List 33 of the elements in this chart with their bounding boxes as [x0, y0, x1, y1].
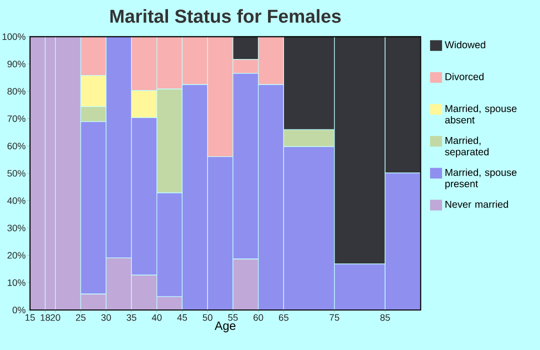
x-tick-label: 15: [26, 314, 35, 321]
y-tick-label: 20%: [8, 252, 26, 259]
x-tick-label: 60: [254, 314, 264, 321]
legend-label: Married, separated: [445, 136, 489, 158]
legend-label: Never married: [446, 200, 508, 208]
x-axis-title: Age: [214, 322, 236, 332]
legend-label: Married, spouse absent: [445, 104, 517, 124]
y-tick-label: 0%: [12, 306, 26, 314]
y-tick-label: 60%: [8, 142, 26, 150]
legend-label: Widowed: [444, 40, 486, 48]
x-tick-label: 18: [40, 314, 50, 321]
y-tick-label: 100%: [2, 33, 26, 40]
x-tick-label: 50: [202, 314, 212, 321]
y-tick-label: 10%: [8, 279, 26, 286]
x-tick-label: 75: [330, 314, 340, 321]
y-tick-label: 40%: [7, 197, 26, 204]
x-tick-label: 65: [278, 314, 288, 321]
x-tick-label: 55: [228, 314, 238, 321]
y-tick-label: 50%: [7, 170, 26, 177]
x-tick-label: 40: [152, 314, 162, 321]
y-tick-label: 90%: [8, 60, 26, 68]
legend-label: Married, spouse present: [445, 168, 517, 190]
y-tick-label: 80%: [7, 88, 26, 95]
x-tick-label: 45: [177, 314, 187, 321]
x-tick-label: 85: [380, 314, 390, 321]
x-tick-label: 25: [76, 314, 86, 321]
chart-title: Marital Status for Females: [110, 9, 341, 23]
y-tick-label: 30%: [7, 224, 26, 232]
y-tick-label: 70%: [8, 115, 26, 122]
x-tick-label: 30: [101, 314, 111, 321]
x-tick-label: 35: [126, 314, 136, 321]
x-tick-label: 20: [50, 314, 60, 321]
legend-label: Divorced: [446, 72, 484, 80]
